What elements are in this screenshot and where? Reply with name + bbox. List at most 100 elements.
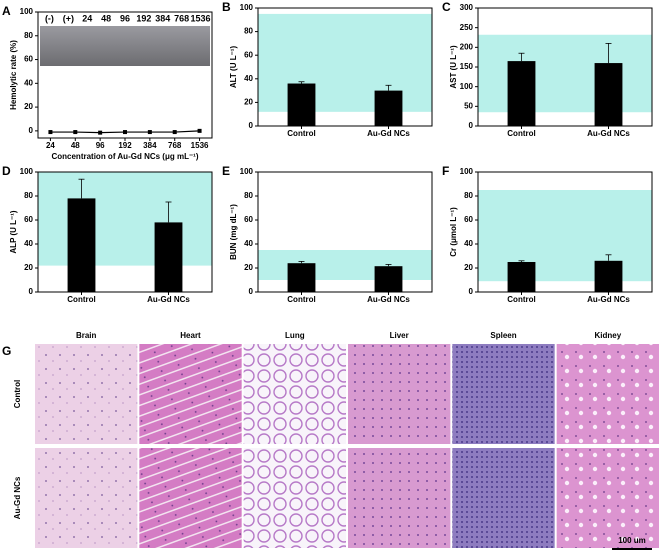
y-tick-label: 20 [24,102,33,111]
bar [67,198,96,292]
bar [287,83,316,126]
tube-label: 1536 [191,13,211,23]
y-tick-label: 60 [244,50,253,59]
tube-label: 48 [101,13,111,23]
y-tick-label: 150 [460,62,474,71]
panel-label: G [2,344,11,358]
y-axis-label: AST (U L⁻¹) [449,45,458,89]
marker [73,130,78,135]
x-tick-label: Control [287,295,315,304]
marker [48,130,53,135]
column-label: Lung [285,331,305,340]
y-tick-label: 20 [244,98,253,107]
y-axis-label: Cr (μmol L⁻¹) [449,207,458,257]
bar [594,63,623,126]
x-tick-label: 48 [71,141,80,150]
panel-label: F [442,164,449,178]
scale-bar-label: 100 um [618,536,646,545]
y-tick-label: 40 [24,239,33,248]
column-label: Liver [390,331,409,340]
panel-label: D [2,164,11,178]
x-tick-label: 96 [96,141,105,150]
x-tick-label: Control [507,295,535,304]
reference-range [478,34,652,113]
plot-frame [37,11,213,139]
plot-frame [257,171,433,293]
reference-range [38,172,212,266]
tube-photo [40,26,210,66]
x-tick-label: 384 [143,141,157,150]
marker [98,130,103,135]
y-tick-label: 100 [460,167,474,176]
reference-range [478,190,652,282]
x-tick-label: 768 [168,141,182,150]
reference-range [258,13,432,112]
plot-frame [37,171,213,293]
y-tick-label: 100 [20,167,34,176]
bar [287,263,316,292]
y-tick-label: 60 [244,215,253,224]
y-tick-label: 0 [249,287,254,296]
y-tick-label: 250 [460,23,474,32]
bar [507,262,536,292]
y-tick-label: 80 [244,27,253,36]
panel-label: E [222,164,230,178]
x-tick-label: 1536 [191,141,209,150]
bar [154,222,183,292]
tube-label: (-) [45,13,54,23]
bar [374,266,403,292]
bar [507,61,536,126]
plot-frame [477,7,653,127]
y-tick-label: 100 [240,167,254,176]
panel-label: C [442,0,451,14]
x-tick-label: Au-Gd NCs [587,295,630,304]
x-tick-label: Control [67,295,95,304]
y-tick-label: 0 [249,121,254,130]
y-tick-label: 60 [24,215,33,224]
bar [374,90,403,126]
y-tick-label: 40 [244,74,253,83]
marker [172,130,177,135]
y-tick-label: 40 [244,239,253,248]
y-axis-label: ALT (U L⁻¹) [229,46,238,89]
y-tick-label: 20 [464,263,473,272]
column-label: Spleen [490,331,516,340]
y-tick-label: 80 [24,31,33,40]
y-tick-label: 0 [469,287,474,296]
x-axis-label: Concentration of Au-Gd NCs (μg mL⁻¹) [51,152,198,161]
y-tick-label: 40 [24,78,33,87]
tissue-image [243,448,346,548]
y-tick-label: 100 [20,7,34,16]
scale-bar [612,548,652,550]
y-tick-label: 0 [469,121,474,130]
tube-label: 192 [136,13,151,23]
tissue-image [35,448,138,548]
y-tick-label: 60 [464,215,473,224]
column-label: Kidney [594,331,621,340]
x-tick-label: Au-Gd NCs [367,295,410,304]
y-tick-label: 20 [244,263,253,272]
y-tick-label: 0 [29,126,34,135]
x-tick-label: Au-Gd NCs [587,129,630,138]
column-label: Brain [76,331,97,340]
y-tick-label: 20 [24,263,33,272]
tissue-image [452,448,555,548]
panel-label: A [2,4,11,18]
y-tick-label: 80 [244,191,253,200]
y-tick-label: 200 [460,42,474,51]
x-tick-label: Control [507,129,535,138]
panel-label: B [222,0,231,14]
y-axis-label: ALP (U L⁻¹) [9,210,18,254]
reference-range [258,250,432,280]
tissue-image [556,344,659,444]
tissue-image [35,344,138,444]
row-label: Au-Gd NCs [13,476,22,519]
tissue-image [139,448,242,548]
x-tick-label: 24 [46,141,55,150]
tissue-image [348,448,451,548]
y-tick-label: 0 [29,287,34,296]
marker [147,130,152,135]
tube-label: 24 [82,13,92,23]
tube-label: (+) [63,13,74,23]
